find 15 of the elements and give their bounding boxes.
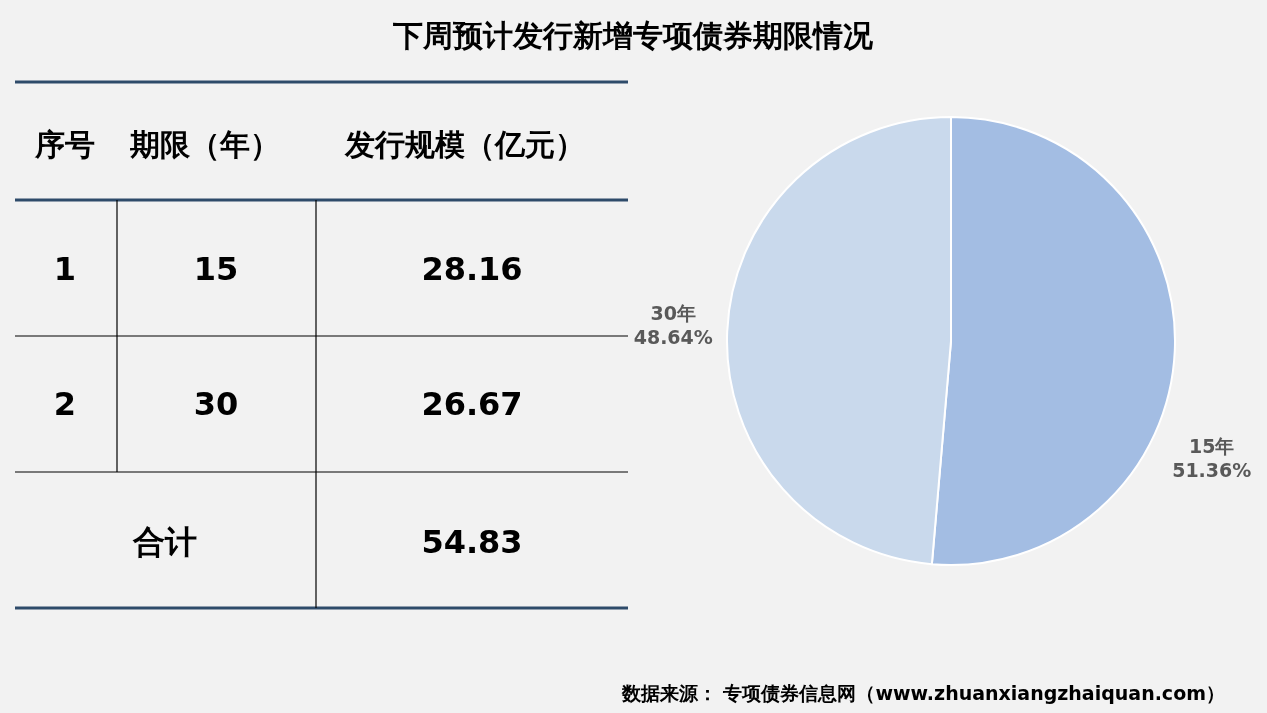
table-cell: 1 xyxy=(53,250,77,288)
table-cell: 序号 xyxy=(35,127,95,162)
table-cell: 30 xyxy=(193,385,239,423)
table-cell: 期限（年） xyxy=(130,127,280,162)
table-cell: 54.83 xyxy=(421,523,523,561)
table-cell: 15 xyxy=(193,250,239,288)
table-cell: 2 xyxy=(53,385,77,423)
title: 下周预计发行新增专项债券期限情况 xyxy=(393,18,873,53)
slice-label: 30年 48.64% xyxy=(633,301,713,348)
table-cell: 28.16 xyxy=(421,250,523,288)
table-cell: 26.67 xyxy=(421,385,523,423)
source: 数据来源： 专项债券信息网（www.zhuanxiangzhaiquan.com） xyxy=(621,682,1225,704)
slice-label: 15年 51.36% xyxy=(1172,435,1252,482)
table-cell: 合计 xyxy=(133,523,197,561)
table-cell: 发行规模（亿元） xyxy=(345,127,585,162)
